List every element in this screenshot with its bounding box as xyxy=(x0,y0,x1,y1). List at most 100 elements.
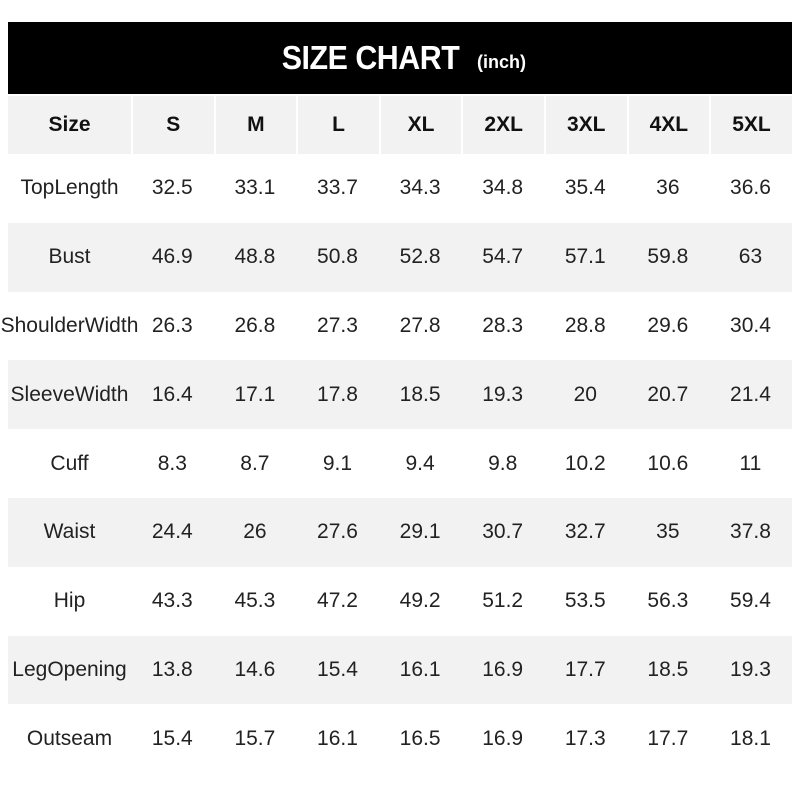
row-label-text: Top xyxy=(20,176,55,200)
table-cell: 16.1 xyxy=(317,726,358,750)
table-cell: 26.8 xyxy=(234,313,276,337)
row-label-text: Leg xyxy=(12,657,48,681)
table-row: Shoulder Width 26.3 26.8 27.3 27.8 28.3 28.8 29.… xyxy=(1,292,792,361)
row-label-text: Shoulder xyxy=(0,313,85,337)
row-label-text: Length xyxy=(54,176,119,200)
row-label: Top Length xyxy=(8,154,131,223)
header-size-3xl: 3XL xyxy=(543,96,627,154)
table-row: Hip 43.3 45.3 47.2 49.2 51.2 53.5 56.3 59.4 xyxy=(8,567,792,636)
row-label-text: Cuff xyxy=(50,451,89,475)
table-cell: 10.2 xyxy=(564,451,606,475)
table-cell: 17.7 xyxy=(564,657,606,681)
table-cell: 10.6 xyxy=(647,451,689,475)
table-cell: 54.7 xyxy=(482,245,524,269)
table-cell: 17.8 xyxy=(317,382,358,406)
table-row: Sleeve Width 16.4 17.1 17.8 18.5 19.3 20 20.7 21.… xyxy=(8,360,792,430)
table-cell: 36.6 xyxy=(730,176,771,200)
table-cell: 28.3 xyxy=(482,313,524,337)
table-cell: 26.3 xyxy=(151,313,193,337)
table-cell: 35.4 xyxy=(564,176,606,200)
size-table: Size S M L XL 2XL 3XL 4XL 5XL Top Length 32.5 33.1 3… xyxy=(1,96,792,773)
header-size-s: S xyxy=(131,96,214,154)
table-cell: 32.7 xyxy=(564,520,606,544)
row-label-text: Outseam xyxy=(26,726,113,750)
table-cell: 15.7 xyxy=(234,726,276,750)
table-cell: 32.5 xyxy=(151,176,193,200)
table-cell: 53.5 xyxy=(564,589,606,613)
table-cell: 21.4 xyxy=(730,382,771,406)
table-cell: 9.1 xyxy=(322,451,353,475)
table-cell: 57.1 xyxy=(564,245,606,269)
table-cell: 11 xyxy=(739,451,762,475)
table-cell: 52.8 xyxy=(399,245,441,269)
table-cell: 9.8 xyxy=(488,451,518,475)
table-cell: 19.3 xyxy=(730,657,771,681)
table-cell: 36 xyxy=(656,176,680,200)
table-cell: 17.7 xyxy=(647,726,689,750)
row-label: Waist xyxy=(8,498,131,567)
table-cell: 29.1 xyxy=(399,520,441,544)
table-cell: 17.3 xyxy=(564,726,606,750)
row-label-text: Bust xyxy=(48,245,91,269)
table-cell: 16.5 xyxy=(399,726,441,750)
table-cell: 45.3 xyxy=(234,589,276,613)
table-cell: 15.4 xyxy=(317,657,358,681)
row-label: Shoulder Width xyxy=(1,292,139,361)
table-cell: 8.3 xyxy=(157,451,187,475)
table-cell: 28.8 xyxy=(564,313,606,337)
table-cell: 27.3 xyxy=(317,313,358,337)
table-cell: 33.1 xyxy=(234,176,276,200)
table-cell: 30.4 xyxy=(730,313,771,337)
table-cell: 27.8 xyxy=(399,313,441,337)
table-cell: 16.9 xyxy=(482,726,524,750)
table-cell: 14.6 xyxy=(234,657,276,681)
table-row: Outseam 15.4 15.7 16.1 16.5 16.9 17.3 17.7 18.1 xyxy=(8,704,792,773)
header-size-l: L xyxy=(296,96,379,154)
table-cell: 13.8 xyxy=(151,657,193,681)
row-label-text: Width xyxy=(74,382,129,406)
table-cell: 29.6 xyxy=(647,313,689,337)
row-label-text: Opening xyxy=(47,657,127,681)
table-cell: 46.9 xyxy=(151,245,193,269)
size-chart-title: SIZE CHART (inch) xyxy=(8,22,792,94)
header-size-xl: XL xyxy=(378,96,462,154)
table-cell: 16.9 xyxy=(482,657,524,681)
table-row: Waist 24.4 26 27.6 29.1 30.7 32.7 35 37.8 xyxy=(8,497,792,567)
header-size-5xl: 5XL xyxy=(709,96,792,154)
table-cell: 47.2 xyxy=(317,589,358,613)
table-cell: 20.7 xyxy=(647,382,689,406)
table-row: Leg Opening 13.8 14.6 15.4 16.1 16.9 17.7 18.5 19… xyxy=(8,635,792,705)
table-row: Cuff 8.3 8.7 9.1 9.4 9.8 10.2 10.6 11 xyxy=(8,429,792,498)
table-cell: 27.6 xyxy=(317,520,358,544)
row-label-text: Hip xyxy=(53,589,86,613)
table-cell: 34.3 xyxy=(399,176,441,200)
table-cell: 16.4 xyxy=(151,382,193,406)
table-cell: 34.8 xyxy=(482,176,524,200)
row-label: Hip xyxy=(8,567,131,636)
table-row: Top Length 32.5 33.1 33.7 34.3 34.8 35.4 36 36.6 xyxy=(8,154,792,223)
table-cell: 30.7 xyxy=(482,520,524,544)
table-cell: 18.5 xyxy=(647,657,689,681)
table-cell: 56.3 xyxy=(647,589,689,613)
table-cell: 37.8 xyxy=(730,520,771,544)
table-cell: 35 xyxy=(656,520,680,544)
table-cell: 8.7 xyxy=(240,451,270,475)
table-cell: 33.7 xyxy=(317,176,358,200)
unit-text: (inch) xyxy=(477,51,526,72)
table-cell: 19.3 xyxy=(482,382,524,406)
table-cell: 59.8 xyxy=(647,245,689,269)
row-label: Outseam xyxy=(8,704,131,773)
table-cell: 26 xyxy=(243,520,267,544)
header-size-4xl: 4XL xyxy=(626,96,710,154)
table-cell: 59.4 xyxy=(730,589,771,613)
row-label-text: Sleeve xyxy=(10,382,75,406)
table-cell: 50.8 xyxy=(317,245,358,269)
header-size-label: Size xyxy=(48,113,91,136)
table-cell: 20 xyxy=(573,382,597,406)
table-cell: 51.2 xyxy=(482,589,524,613)
row-label: Bust xyxy=(8,223,131,292)
table-cell: 43.3 xyxy=(151,589,193,613)
table-cell: 16.1 xyxy=(399,657,441,681)
table-cell: 17.1 xyxy=(234,382,276,406)
row-label-text: Waist xyxy=(43,520,96,544)
